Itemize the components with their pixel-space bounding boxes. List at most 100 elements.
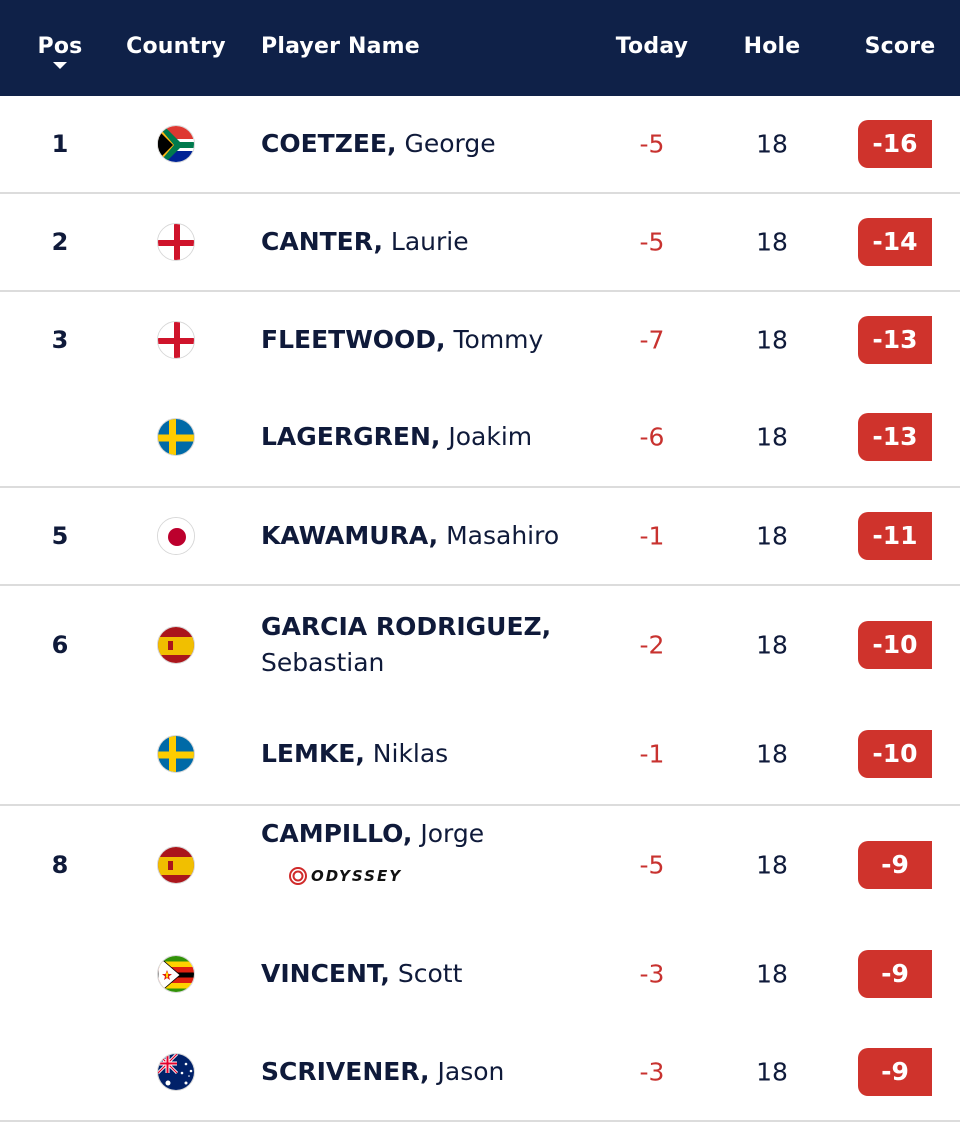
hole-number: 18 [756,129,788,159]
position: 5 [51,522,69,550]
player-last-name: GARCIA RODRIGUEZ, [261,612,552,641]
player-name[interactable]: VINCENT, Scott [261,956,462,992]
odyssey-swirl-icon [289,867,307,885]
player-name[interactable]: CANTER, Laurie [261,224,469,260]
player-name[interactable]: FLEETWOOD, Tommy [261,322,543,358]
leaderboard-row[interactable]: LAGERGREN, Joakim -6 18 -13 [0,388,960,486]
pos-column-header[interactable]: Pos [37,34,83,59]
sort-caret-down-icon[interactable] [53,62,67,69]
player-first-name: Masahiro [446,521,560,550]
today-score: -3 [639,1057,665,1087]
england-flag-icon [157,223,195,261]
leaderboard-row[interactable]: 5 KAWAMURA, Masahiro -1 18 -11 [0,488,960,584]
australia-flag-icon [157,1053,195,1091]
player-name-column-header: Player Name [261,34,420,59]
total-score-badge: -10 [858,621,932,669]
hole-number: 18 [756,850,788,880]
position: 3 [51,326,69,354]
total-score-badge: -14 [858,218,932,266]
row-divider [0,804,960,806]
player-name[interactable]: SCRIVENER, Jason [261,1054,504,1090]
leaderboard-header: Pos Country Player Name Today Hole Score [0,0,960,96]
today-score: -6 [639,422,665,452]
zimbabwe-flag-icon [157,955,195,993]
player-first-name: Sebastian [261,648,385,677]
player-first-name: Laurie [390,227,469,256]
row-divider [0,584,960,586]
leaderboard-row[interactable]: SCRIVENER, Jason -3 18 -9 [0,1024,960,1120]
total-score-badge: -11 [858,512,932,560]
row-divider [0,1120,960,1122]
total-score-badge: -10 [858,730,932,778]
england-flag-icon [157,321,195,359]
hole-column-header: Hole [743,34,801,59]
total-score-badge: -9 [858,950,932,998]
player-last-name: VINCENT, [261,959,390,988]
leaderboard-row[interactable]: LEMKE, Niklas -1 18 -10 [0,704,960,804]
today-score: -1 [639,739,665,769]
sponsor-name: ODYSSEY [311,867,403,885]
player-last-name: SCRIVENER, [261,1057,430,1086]
today-score: -1 [639,521,665,551]
player-last-name: KAWAMURA, [261,521,439,550]
player-name[interactable]: COETZEE, George [261,126,496,162]
row-divider [0,192,960,194]
player-first-name: George [404,129,496,158]
player-name[interactable]: LEMKE, Niklas [261,736,448,772]
leaderboard-row[interactable]: 1 COETZEE, George -5 18 -16 [0,96,960,192]
spain-flag-icon [157,626,195,664]
player-first-name: Joakim [448,422,533,451]
player-first-name: Jason [437,1057,505,1086]
player-last-name: LEMKE, [261,739,365,768]
total-score-badge: -9 [858,841,932,889]
position: 1 [51,130,69,158]
player-name[interactable]: CAMPILLO, Jorge ODYSSEY [261,816,484,894]
hole-number: 18 [756,227,788,257]
position: 2 [51,228,69,256]
player-name[interactable]: GARCIA RODRIGUEZ, Sebastian [261,609,551,681]
today-score: -2 [639,630,665,660]
position: 6 [51,631,69,659]
player-last-name: LAGERGREN, [261,422,441,451]
position: 8 [51,851,69,879]
hole-number: 18 [756,739,788,769]
hole-number: 18 [756,325,788,355]
player-first-name: Niklas [372,739,449,768]
today-score: -5 [639,129,665,159]
hole-number: 18 [756,959,788,989]
hole-number: 18 [756,630,788,660]
hole-number: 18 [756,521,788,551]
total-score-badge: -9 [858,1048,932,1096]
leaderboard-row[interactable]: 6 GARCIA RODRIGUEZ, Sebastian -2 18 -10 [0,586,960,704]
player-first-name: Jorge [420,819,485,848]
player-last-name: FLEETWOOD, [261,325,446,354]
sponsor-logo: ODYSSEY [289,858,484,894]
player-name[interactable]: LAGERGREN, Joakim [261,419,532,455]
leaderboard-row[interactable]: VINCENT, Scott -3 18 -9 [0,924,960,1024]
country-column-header: Country [126,34,226,59]
leaderboard-row[interactable]: 3 FLEETWOOD, Tommy -7 18 -13 [0,292,960,388]
player-last-name: COETZEE, [261,129,397,158]
leaderboard-row[interactable]: 2 CANTER, Laurie -5 18 -14 [0,194,960,290]
player-last-name: CAMPILLO, [261,819,413,848]
player-name[interactable]: KAWAMURA, Masahiro [261,518,559,554]
sweden-flag-icon [157,735,195,773]
japan-flag-icon [157,517,195,555]
score-column-header: Score [864,34,936,59]
leaderboard-row[interactable]: 8 CAMPILLO, Jorge ODYSSEY -5 18 -9 [0,806,960,924]
total-score-badge: -13 [858,316,932,364]
today-score: -5 [639,227,665,257]
total-score-badge: -16 [858,120,932,168]
player-first-name: Scott [397,959,463,988]
spain-flag-icon [157,846,195,884]
hole-number: 18 [756,1057,788,1087]
row-divider [0,486,960,488]
player-last-name: CANTER, [261,227,383,256]
south-africa-flag-icon [157,125,195,163]
today-score: -3 [639,959,665,989]
row-divider [0,290,960,292]
today-column-header: Today [615,34,689,59]
today-score: -5 [639,850,665,880]
player-first-name: Tommy [453,325,544,354]
total-score-badge: -13 [858,413,932,461]
